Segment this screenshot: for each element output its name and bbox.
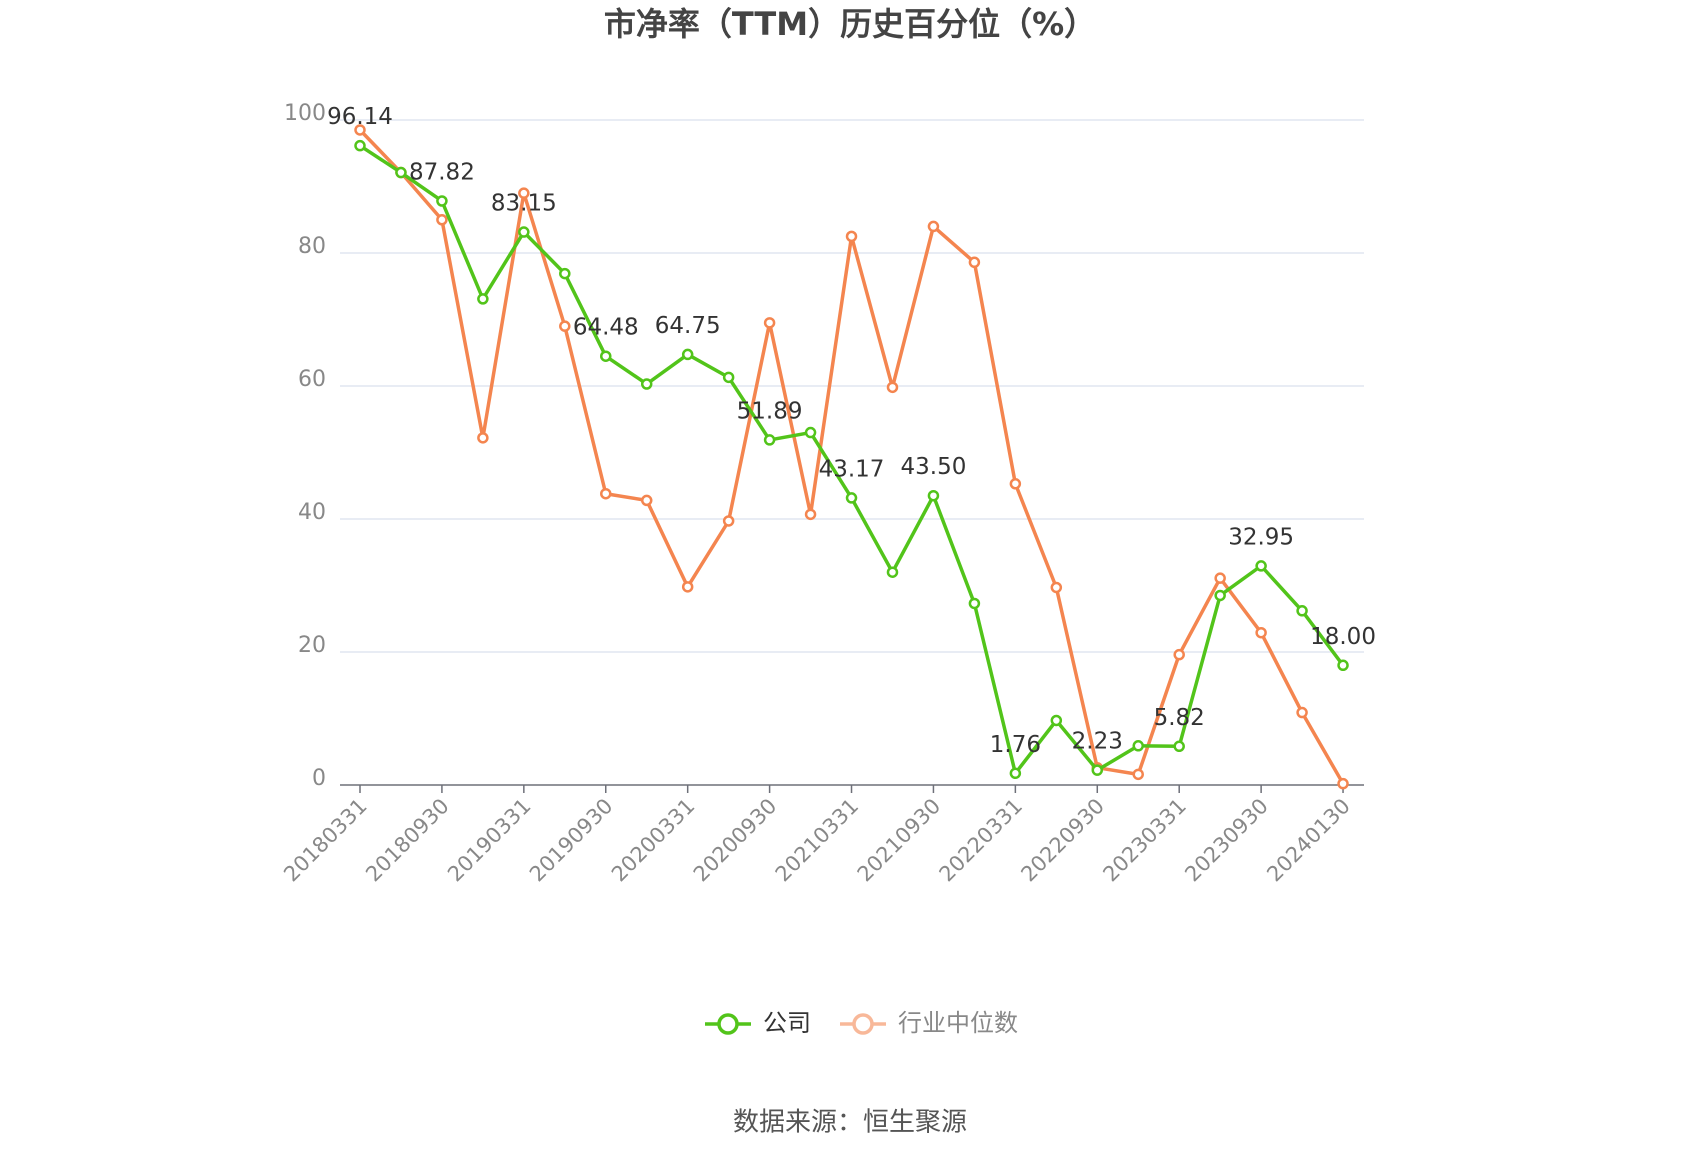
x-tick-label: 20220930 <box>1017 794 1110 887</box>
data-point <box>1296 706 1308 719</box>
data-point <box>395 166 407 179</box>
data-point <box>354 139 366 152</box>
data-point <box>1337 777 1349 790</box>
y-tick-label: 40 <box>298 500 326 525</box>
data-label: 64.75 <box>655 313 721 339</box>
x-tick-label: 20190930 <box>525 794 618 887</box>
y-tick-label: 20 <box>298 633 326 658</box>
x-tick-label: 20220331 <box>935 794 1028 887</box>
data-point <box>968 256 981 269</box>
source-note: 数据来源：恒生聚源 <box>733 1108 967 1138</box>
data-point <box>477 432 489 444</box>
data-label: 87.82 <box>409 159 475 185</box>
data-label: 83.15 <box>491 191 557 217</box>
data-point <box>640 378 653 390</box>
data-point <box>1050 581 1063 594</box>
x-tick-label: 20230930 <box>1180 794 1273 887</box>
data-point <box>1337 659 1349 672</box>
x-tick-label: 20240130 <box>1262 794 1355 887</box>
data-label: 64.48 <box>573 315 639 341</box>
data-point <box>763 434 776 446</box>
data-point <box>927 220 940 233</box>
data-point <box>1050 714 1063 727</box>
data-point <box>1214 589 1226 602</box>
y-tick-label: 60 <box>298 367 326 392</box>
data-point <box>968 597 981 610</box>
x-tick-label: 20200930 <box>689 794 782 887</box>
data-label: 32.95 <box>1228 524 1294 550</box>
data-label: 5.82 <box>1154 705 1205 731</box>
legend-marker <box>717 1013 739 1035</box>
data-point <box>436 214 448 226</box>
data-point <box>559 320 571 332</box>
data-point <box>518 226 530 238</box>
data-point <box>722 371 735 384</box>
data-point <box>600 350 612 362</box>
data-label: 43.50 <box>901 454 967 480</box>
data-point <box>886 381 899 394</box>
x-tick-label: 20180331 <box>279 794 372 887</box>
data-point <box>1255 560 1267 572</box>
data-point <box>1132 740 1144 752</box>
data-label: 1.76 <box>990 732 1041 758</box>
data-point <box>1173 648 1185 661</box>
data-point <box>763 317 776 329</box>
data-label: 96.14 <box>327 104 393 130</box>
x-tick-label: 20230331 <box>1098 794 1191 887</box>
data-point <box>436 195 448 207</box>
data-point <box>477 293 489 305</box>
data-point <box>845 492 858 504</box>
data-point <box>722 515 735 527</box>
data-point <box>1173 740 1185 753</box>
data-label: 18.00 <box>1310 624 1376 650</box>
y-tick-label: 0 <box>312 766 326 791</box>
data-point <box>1091 764 1104 776</box>
x-tick-label: 20210930 <box>853 794 946 887</box>
y-tick-label: 80 <box>298 234 326 259</box>
x-tick-label: 20210331 <box>771 794 864 887</box>
legend-marker <box>852 1013 874 1035</box>
data-point <box>886 566 899 578</box>
data-point <box>559 267 571 280</box>
legend-label: 公司 <box>763 1009 811 1037</box>
data-point <box>1132 768 1144 781</box>
chart-title: 市净率（TTM）历史百分位（%） <box>604 5 1096 43</box>
x-tick-label: 20180930 <box>361 794 454 887</box>
data-point <box>640 494 653 507</box>
data-point <box>681 581 694 593</box>
data-label: 43.17 <box>819 456 885 482</box>
data-point <box>681 348 694 361</box>
legend-label: 行业中位数 <box>898 1009 1018 1037</box>
data-point <box>1296 605 1308 617</box>
x-tick-label: 20190331 <box>443 794 536 887</box>
data-point <box>1214 572 1226 584</box>
x-tick-label: 20200331 <box>607 794 700 887</box>
data-point <box>845 230 858 243</box>
data-point <box>354 124 366 136</box>
data-label: 2.23 <box>1072 729 1123 755</box>
data-point <box>1009 767 1022 780</box>
data-point <box>1255 626 1267 639</box>
data-point <box>927 489 940 502</box>
data-point <box>804 426 817 439</box>
y-tick-label: 100 <box>284 101 326 126</box>
data-point <box>518 187 530 199</box>
data-point <box>600 487 612 500</box>
data-label: 51.89 <box>737 398 803 424</box>
data-point <box>1009 478 1022 490</box>
data-point <box>804 508 817 521</box>
